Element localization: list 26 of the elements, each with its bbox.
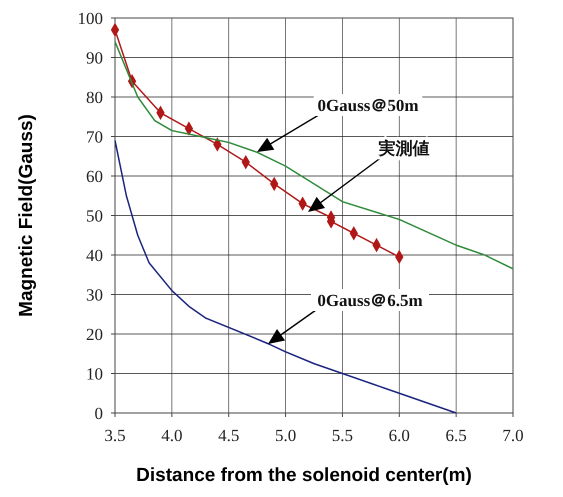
x-tick-label: 5.0 (274, 426, 296, 445)
annotation: 0Gauss＠6.5m (317, 290, 423, 310)
line-series (114, 140, 457, 414)
y-tick-label: 0 (94, 404, 103, 423)
y-tick-label: 90 (86, 48, 103, 68)
x-tick-label: 6.5 (446, 426, 467, 445)
x-tick-label: 5.5 (332, 426, 354, 445)
y-tick-label: 50 (86, 206, 103, 226)
x-axis-title: Distance from the solenoid center(m) (136, 465, 472, 486)
x-tick-label: 7.0 (502, 426, 524, 445)
y-tick-label: 60 (86, 166, 103, 186)
y-axis-title: Magnetic Field(Gauss) (16, 114, 37, 317)
y-tick-label: 100 (78, 8, 103, 28)
y-tick-label: 70 (86, 127, 103, 146)
annotation: 0Gauss＠50m (317, 96, 419, 115)
y-tick-label: 30 (86, 285, 103, 304)
x-tick-label: 4.5 (218, 426, 240, 445)
y-tick-label: 20 (86, 324, 103, 344)
annotation: 実測値 (378, 138, 430, 158)
line-series (114, 40, 514, 270)
x-tick-label: 6.0 (388, 426, 410, 445)
x-tick-label: 4.0 (161, 426, 182, 445)
y-tick-label: 10 (86, 364, 103, 384)
y-tick-label: 80 (86, 88, 103, 107)
x-tick-label: 3.5 (104, 426, 126, 445)
y-tick-label: 40 (86, 246, 103, 265)
